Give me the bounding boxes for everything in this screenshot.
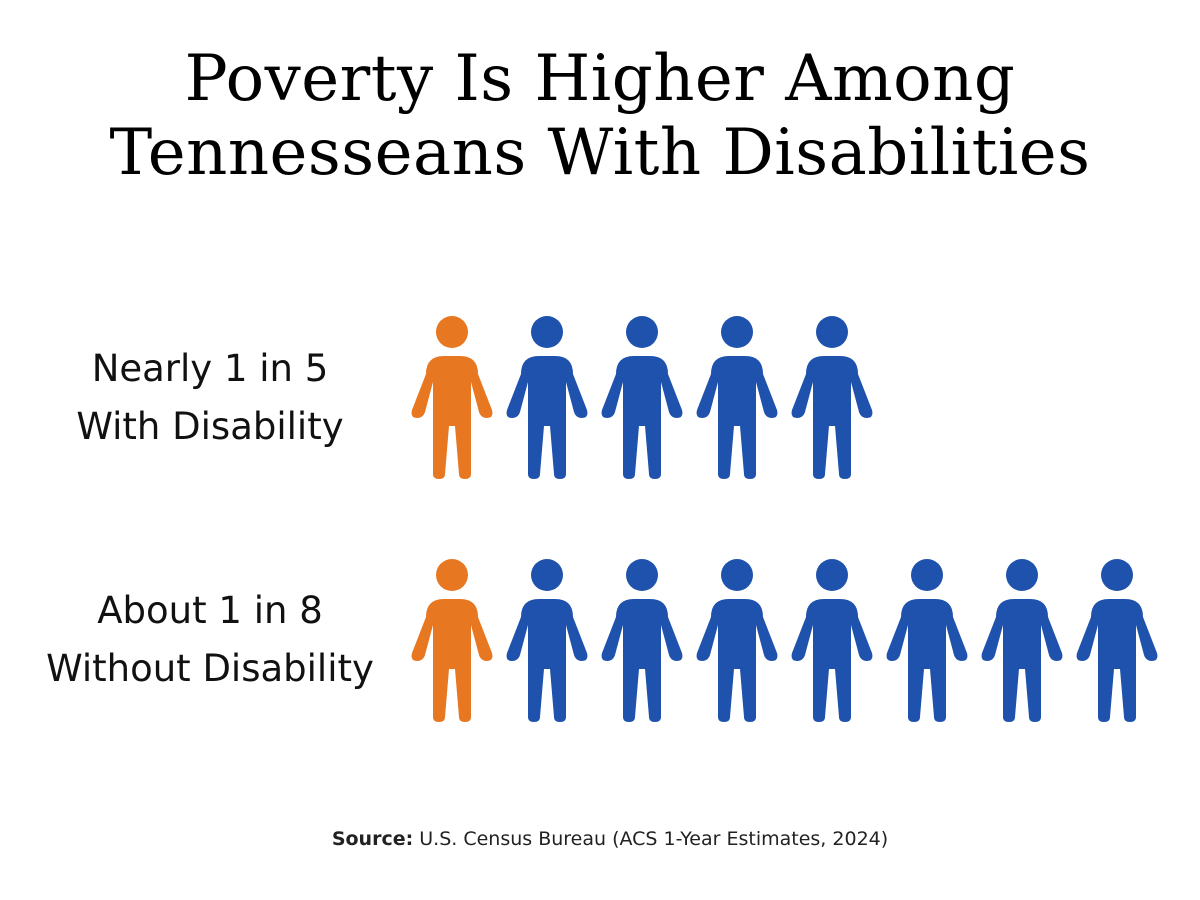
person-body	[506, 356, 588, 479]
person-icon	[601, 316, 683, 479]
person-head	[911, 559, 943, 591]
title-line-2: Tennesseans With Disabilities	[109, 116, 1091, 190]
person-head	[531, 559, 563, 591]
person-head	[721, 316, 753, 348]
person-body	[411, 599, 493, 722]
person-body	[696, 599, 778, 722]
pictogram-svg	[411, 559, 1158, 722]
page-title: Poverty Is Higher Among Tennesseans With…	[0, 42, 1200, 190]
person-head	[1006, 559, 1038, 591]
row-label-line-2: With Disability	[76, 405, 344, 448]
person-icon	[886, 559, 968, 722]
row-label-with-disability: Nearly 1 in 5 With Disability	[20, 340, 400, 456]
pictogram-row-without-disability	[400, 553, 1180, 723]
person-icon-highlighted	[411, 316, 493, 479]
person-icon	[696, 559, 778, 722]
person-icon	[506, 316, 588, 479]
person-body	[886, 599, 968, 722]
person-body	[506, 599, 588, 722]
pictogram-svg	[411, 316, 873, 479]
person-icon	[696, 316, 778, 479]
row-label-without-disability: About 1 in 8 Without Disability	[20, 582, 400, 698]
person-body	[791, 599, 873, 722]
person-icon	[791, 559, 873, 722]
row-label-line-1: About 1 in 8	[97, 589, 323, 632]
person-icon	[1076, 559, 1158, 722]
source-text: U.S. Census Bureau (ACS 1-Year Estimates…	[413, 828, 889, 850]
person-head	[816, 559, 848, 591]
person-body	[601, 599, 683, 722]
person-head	[1101, 559, 1133, 591]
person-body	[411, 356, 493, 479]
person-body	[696, 356, 778, 479]
person-icon	[791, 316, 873, 479]
person-head	[816, 316, 848, 348]
person-icon	[601, 559, 683, 722]
person-head	[721, 559, 753, 591]
person-icon-highlighted	[411, 559, 493, 722]
person-icon	[981, 559, 1063, 722]
pictogram-row-with-disability	[400, 310, 1180, 480]
source-label: Source:	[331, 828, 414, 850]
row-label-line-1: Nearly 1 in 5	[91, 347, 329, 390]
person-head	[436, 559, 468, 591]
person-head	[531, 316, 563, 348]
person-body	[1076, 599, 1158, 722]
row-label-line-2: Without Disability	[46, 647, 374, 690]
person-icon	[506, 559, 588, 722]
person-body	[981, 599, 1063, 722]
person-head	[626, 316, 658, 348]
person-head	[436, 316, 468, 348]
person-head	[626, 559, 658, 591]
title-line-1: Poverty Is Higher Among	[184, 42, 1016, 116]
source-note: Source: U.S. Census Bureau (ACS 1-Year E…	[0, 828, 1200, 850]
person-body	[791, 356, 873, 479]
person-body	[601, 356, 683, 479]
